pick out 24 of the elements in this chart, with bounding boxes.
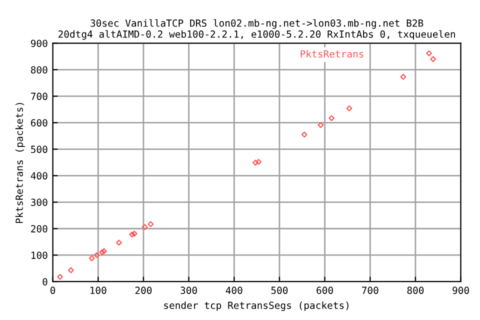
y-tick-label: 500 [31, 146, 48, 154]
y-tick-label: 800 [31, 66, 48, 74]
y-tick-label: 300 [31, 198, 48, 206]
x-tick-label: 300 [180, 286, 197, 294]
y-tick-label: 900 [30, 40, 48, 48]
x-tick-label: 200 [135, 286, 152, 294]
x-tick-label: 800 [407, 286, 424, 294]
y-tick-label: 400 [30, 172, 48, 180]
x-tick-label: 500 [271, 286, 288, 294]
x-axis-title: sender tcp RetransSegs (packets) [164, 301, 348, 311]
chart-title: 30sec VanillaTCP DRS lon02.mb-ng.net->lon03.mb-ng.net B2B 20dtg4 altAIMD-0.2 web100-2.2.1, e1000-5.2.20 RxIntAbs 0, txqueuelen [58, 19, 455, 40]
y-axis-title: PktsRetrans (packets) [15, 102, 25, 223]
y-tick-label: 700 [31, 92, 48, 100]
x-tick-label: 700 [362, 286, 378, 294]
y-tick-label: 200 [31, 225, 48, 232]
y-tick-label: 100 [32, 252, 48, 259]
x-tick-label: 0 [50, 286, 56, 294]
x-tick-label: 400 [226, 286, 242, 294]
x-tick-label: 100 [90, 286, 106, 294]
y-tick-label: 0 [42, 278, 48, 286]
text: PktsRetrans [300, 50, 364, 58]
x-tick-label: 900 [452, 286, 469, 294]
x-tick-label: 600 [316, 286, 333, 294]
y-tick-label: 600 [31, 119, 48, 127]
